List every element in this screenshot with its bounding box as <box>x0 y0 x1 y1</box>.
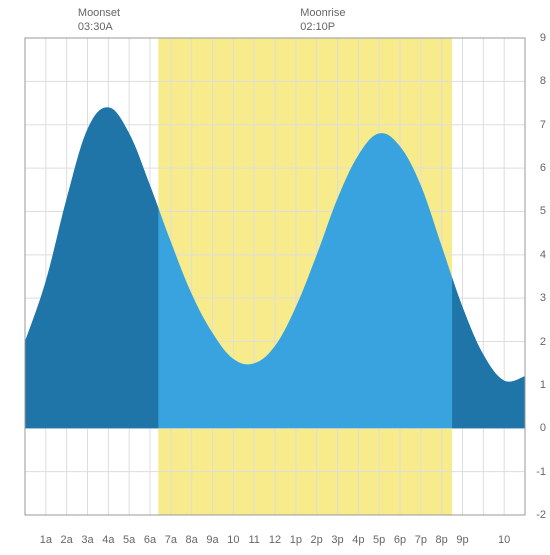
x-axis-label: 7p <box>415 534 427 546</box>
x-axis-label: 9a <box>206 534 218 546</box>
moonset-annotation: Moonset03:30A <box>78 6 120 35</box>
annotation-time: 02:10P <box>300 20 345 34</box>
y-axis-label: 2 <box>540 336 546 348</box>
y-axis-label: 9 <box>540 32 546 44</box>
x-axis-label: 11 <box>248 534 259 546</box>
annotation-time: 03:30A <box>78 20 120 34</box>
x-axis-label: 8p <box>436 534 448 546</box>
x-axis-label: 10 <box>227 534 239 546</box>
annotation-title: Moonset <box>78 6 120 20</box>
x-axis-label: 4a <box>102 534 114 546</box>
y-axis-label: 7 <box>540 119 546 131</box>
y-axis-label: 0 <box>540 422 546 434</box>
moonrise-annotation: Moonrise02:10P <box>300 6 345 35</box>
x-axis-label: 6a <box>144 534 156 546</box>
y-axis-label: 8 <box>540 75 546 87</box>
y-axis-label: -2 <box>536 509 546 521</box>
y-axis-label: 1 <box>540 379 546 391</box>
x-axis-label: 6p <box>394 534 406 546</box>
chart-canvas <box>0 0 550 550</box>
x-axis-label: 1p <box>290 534 302 546</box>
x-axis-label: 5a <box>123 534 135 546</box>
x-axis-label: 9p <box>456 534 468 546</box>
x-axis-label: 2p <box>311 534 323 546</box>
tide-chart <box>0 0 550 550</box>
x-axis-label: 2a <box>61 534 73 546</box>
y-axis-label: 6 <box>540 162 546 174</box>
x-axis-label: 10 <box>498 534 510 546</box>
y-axis-label: 5 <box>540 205 546 217</box>
y-axis-label: 3 <box>540 292 546 304</box>
x-axis-label: 4p <box>352 534 364 546</box>
x-axis-label: 3a <box>81 534 93 546</box>
x-axis-label: 3p <box>331 534 343 546</box>
x-axis-label: 7a <box>165 534 177 546</box>
x-axis-label: 8a <box>186 534 198 546</box>
x-axis-label: 12 <box>269 534 281 546</box>
y-axis-label: -1 <box>536 466 546 478</box>
x-axis-label: 1a <box>40 534 52 546</box>
x-axis-label: 5p <box>373 534 385 546</box>
y-axis-label: 4 <box>540 249 546 261</box>
annotation-title: Moonrise <box>300 6 345 20</box>
